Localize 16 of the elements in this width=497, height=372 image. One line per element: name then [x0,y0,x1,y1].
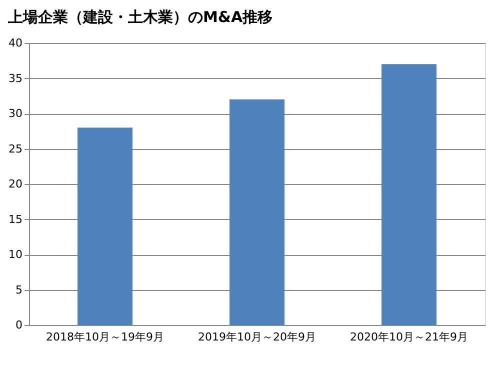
y-tick-label: 10 [8,248,22,261]
y-tick-label: 20 [8,178,22,190]
bar [230,99,284,325]
x-tick-label: 2018年10月～19年9月 [46,330,164,344]
bar [382,64,436,325]
x-tick-label: 2019年10月～20年9月 [198,330,316,344]
y-tick-label: 30 [8,107,22,120]
y-tick-label: 25 [8,142,22,156]
chart-title: 上場企業（建設・土木業）のM&A推移 [7,8,273,26]
y-tick-label: 15 [8,212,22,226]
y-tick-label: 35 [8,72,22,85]
y-tick-label: 0 [16,318,22,332]
y-tick-label: 40 [8,36,22,50]
bar [78,128,132,325]
y-tick-label: 5 [16,283,22,296]
x-tick-label: 2020年10月～21年9月 [350,330,468,344]
